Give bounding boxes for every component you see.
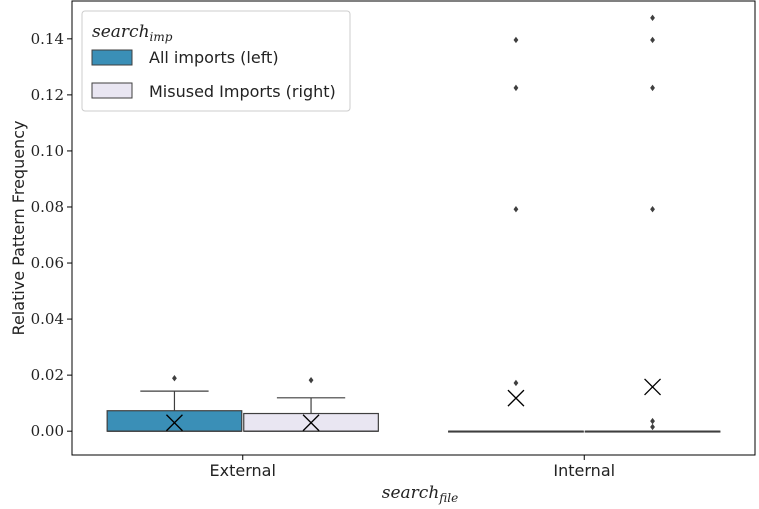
y-tick-label: 0.00 [31,422,64,440]
legend-label-all-imports: All imports (left) [149,48,279,67]
outlier-point [650,14,655,22]
y-tick-label: 0.12 [31,86,64,104]
outlier-point [172,375,177,382]
outlier-point [650,417,655,425]
legend-title-sub: imp [150,30,173,44]
y-axis-label: Relative Pattern Frequency [9,121,28,336]
y-tick-label: 0.04 [31,310,64,328]
x-axis-label-main: search [382,483,440,503]
outlier-point [513,84,519,92]
legend: searchimp All imports (left) Misused Imp… [81,10,351,112]
x-axis-label-sub: file [438,491,458,505]
x-axis-ticks: External Internal [210,455,615,480]
y-tick-label: 0.06 [31,254,64,272]
legend-swatch-misused-imports [91,82,133,99]
box-body [106,410,243,432]
y-tick-label: 0.14 [31,30,64,48]
mean-marker [165,414,183,432]
outlier-point [513,379,519,387]
legend-title-main: search [92,22,150,42]
mean-marker [507,389,525,407]
legend-title: searchimp [92,22,173,44]
outlier-point [650,423,655,431]
y-tick-label: 0.08 [31,198,64,216]
outlier-point [650,36,655,44]
x-tick-label: Internal [553,461,615,480]
x-tick-label: External [210,461,276,480]
outlier-point [308,376,314,384]
box-layer [106,14,721,433]
y-tick-label: 0.10 [31,142,64,160]
mean-marker [644,378,662,396]
y-tick-label: 0.02 [31,366,64,384]
outlier-point [650,206,655,213]
legend-label-misused-imports: Misused Imports (right) [149,82,336,101]
legend-swatch-all-imports [91,49,133,66]
legend-frame [81,10,351,112]
outlier-point [513,36,519,44]
outlier-point [513,206,519,213]
outlier-point [650,84,655,92]
plot-frame [71,0,756,456]
x-axis-label: searchfile [382,483,458,505]
mean-marker [302,414,320,432]
y-axis-ticks: 0.00 0.02 0.04 0.06 0.08 0.10 0.12 0.14 [31,30,72,440]
